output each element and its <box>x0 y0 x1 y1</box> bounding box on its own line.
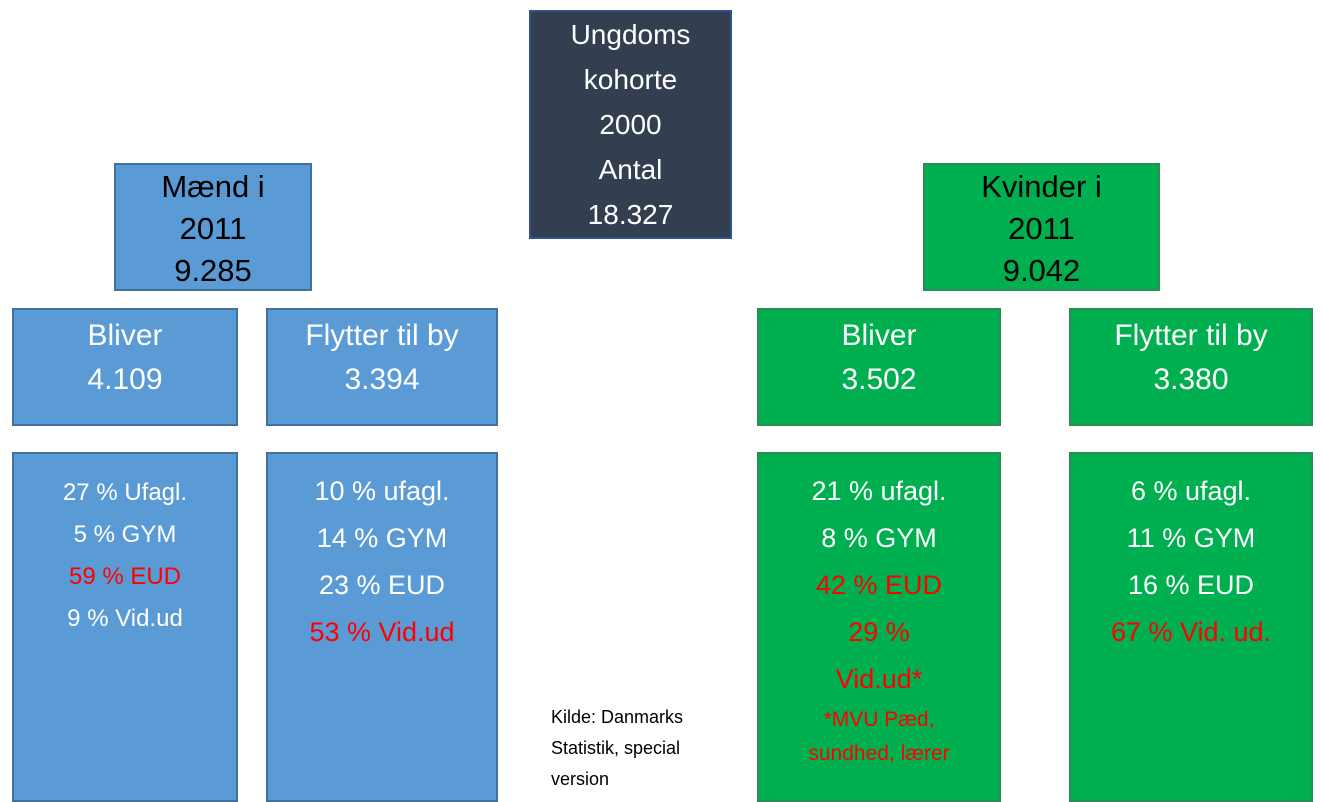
node-line: kohorte <box>583 64 678 95</box>
source-line: version <box>551 769 610 789</box>
node-box: 27 % Ufagl. 5 % GYM 59 % EUD 9 % Vid.ud <box>12 452 238 802</box>
node-line: 9 % Vid.ud <box>67 605 183 632</box>
node-line: 3.394 <box>344 363 420 396</box>
node-line: 16 % EUD <box>1127 570 1255 600</box>
node-line: sundhed, lærer <box>808 742 950 765</box>
node-line: 59 % EUD <box>68 563 182 590</box>
node-line: 23 % EUD <box>318 570 446 600</box>
node-box: Bliver 4.109 <box>12 308 238 426</box>
node-line: 29 % <box>848 617 910 647</box>
node-line: 42 % EUD <box>815 570 943 600</box>
node-line: 9.285 <box>174 253 252 288</box>
node-line: 6 % ufagl. <box>1130 476 1252 506</box>
node-line: 3.502 <box>841 363 917 396</box>
node-line: Mænd i <box>161 169 265 204</box>
node-line: 67 % Vid. ud. <box>1110 617 1272 647</box>
source-line: Kilde: Danmarks <box>551 707 684 727</box>
node-line: Ungdoms <box>570 19 691 50</box>
node-line: 27 % Ufagl. <box>62 479 188 506</box>
node-box: Flytter til by 3.394 <box>266 308 498 426</box>
node-box: 6 % ufagl. 11 % GYM 16 % EUD 67 % Vid. ud. <box>1069 452 1313 802</box>
node-line: 18.327 <box>587 199 674 230</box>
node-line: 4.109 <box>87 363 163 396</box>
node-line: 5 % GYM <box>73 521 177 548</box>
node-box: Ungdoms kohorte 2000 Antal 18.327 <box>529 10 732 239</box>
node-line: Flytter til by <box>1114 319 1268 352</box>
node-line: Vid.ud* <box>835 664 923 694</box>
node-line: 21 % ufagl. <box>811 476 947 506</box>
node-line: *MVU Pæd, <box>823 708 935 731</box>
node-box: Kvinder i 2011 9.042 <box>923 163 1160 291</box>
node-box: Bliver 3.502 <box>757 308 1001 426</box>
node-line: Flytter til by <box>305 319 459 352</box>
node-line: Bliver <box>87 319 163 352</box>
node-line: 2011 <box>179 211 247 246</box>
node-line: 11 % GYM <box>1126 523 1256 553</box>
source-line: Statistik, special <box>551 738 681 758</box>
node-line: 2000 <box>599 109 662 140</box>
node-box: 21 % ufagl. 8 % GYM 42 % EUD 29 % Vid.ud* *MV… <box>757 452 1001 802</box>
node-line: 3.380 <box>1153 363 1229 396</box>
node-line: Kvinder i <box>981 169 1102 204</box>
node-line: 8 % GYM <box>821 523 937 553</box>
node-line: 10 % ufagl. <box>314 476 450 506</box>
source-note: Kilde: Danmarks Statistik, special version <box>551 702 683 795</box>
node-line: Antal <box>598 154 663 185</box>
node-line: 9.042 <box>1002 253 1081 288</box>
node-line: 14 % GYM <box>316 523 448 553</box>
node-box: Flytter til by 3.380 <box>1069 308 1313 426</box>
node-box: 10 % ufagl. 14 % GYM 23 % EUD 53 % Vid.ud <box>266 452 498 802</box>
node-line: 53 % Vid.ud <box>309 617 455 647</box>
node-line: Bliver <box>841 319 917 352</box>
node-box: Mænd i 2011 9.285 <box>114 163 312 291</box>
node-line: 2011 <box>1008 211 1075 246</box>
